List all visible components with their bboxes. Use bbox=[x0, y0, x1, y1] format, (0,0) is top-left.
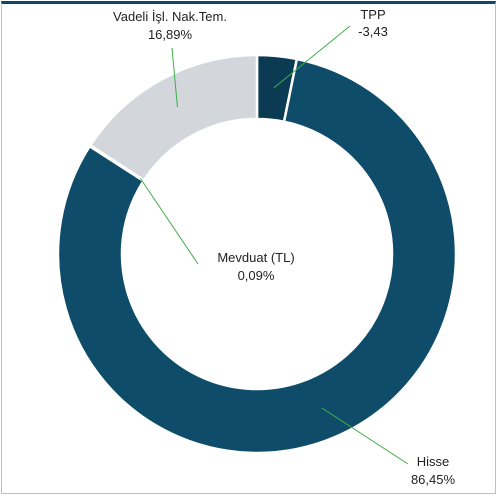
donut-slice-1 bbox=[56, 57, 458, 455]
leader-line-3 bbox=[171, 47, 178, 108]
leader-line-0 bbox=[273, 25, 351, 89]
slice-label-vadeli-name: Vadeli İşl. Nak.Tem. bbox=[113, 9, 227, 24]
slice-label-mevduat-value: 0,09% bbox=[238, 268, 275, 283]
donut-slices bbox=[56, 53, 458, 455]
slice-label-vadeli-value: 16,89% bbox=[148, 27, 193, 42]
slice-label-tpp-name: TPP bbox=[360, 7, 385, 22]
slice-label-hisse-value: 86,45% bbox=[411, 472, 456, 487]
slice-label-mevduat-name: Mevduat (TL) bbox=[217, 250, 294, 265]
donut-slice-3 bbox=[88, 53, 259, 183]
chart-frame bbox=[1, 1, 496, 494]
leader-line-1 bbox=[321, 407, 409, 465]
leader-lines bbox=[139, 25, 409, 465]
slice-label-tpp-value: -3,43 bbox=[358, 24, 388, 39]
leader-line-2 bbox=[139, 178, 199, 265]
slice-label-hisse-name: Hisse bbox=[417, 454, 450, 469]
